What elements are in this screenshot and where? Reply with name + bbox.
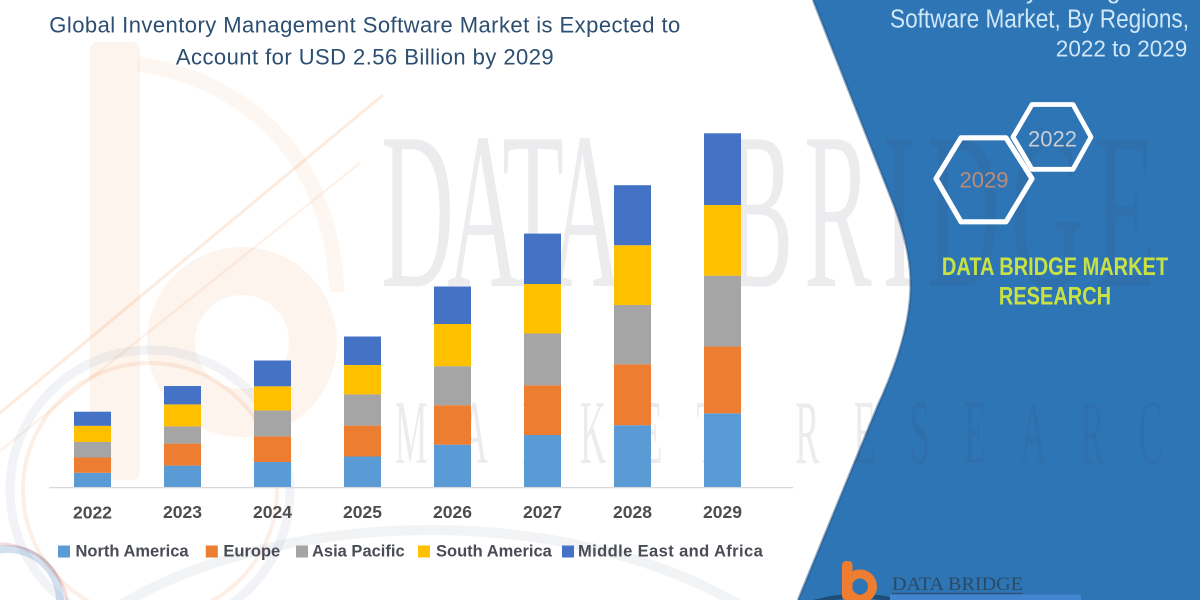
svg-text:Global Inventory Management So: Global Inventory Management Software Mar…	[49, 13, 680, 38]
svg-text:2024: 2024	[253, 502, 292, 522]
svg-text:Europe: Europe	[223, 543, 280, 561]
svg-text:South America: South America	[436, 543, 553, 561]
svg-text:2027: 2027	[523, 502, 562, 522]
svg-text:MARKET RESEARCH: MARKET RESEARCH	[395, 382, 1200, 483]
svg-text:2029: 2029	[703, 502, 742, 522]
svg-text:DATA: DATA	[381, 86, 622, 335]
svg-text:2029: 2029	[960, 168, 1009, 193]
svg-text:2028: 2028	[613, 502, 652, 522]
svg-text:2023: 2023	[163, 502, 202, 522]
svg-text:Global Inventory Management: Global Inventory Management	[859, 0, 1189, 4]
svg-text:2025: 2025	[343, 502, 382, 522]
svg-text:RESEARCH: RESEARCH	[999, 282, 1111, 310]
svg-text:2022 to 2029: 2022 to 2029	[1056, 36, 1188, 62]
svg-text:DATA BRIDGE MARKET: DATA BRIDGE MARKET	[942, 253, 1168, 281]
svg-text:Account for USD 2.56 Billion b: Account for USD 2.56 Billion by 2029	[176, 45, 554, 70]
svg-text:North America: North America	[76, 543, 190, 561]
svg-text:Asia Pacific: Asia Pacific	[312, 543, 405, 561]
svg-text:2026: 2026	[433, 502, 472, 522]
svg-text:DATA BRIDGE: DATA BRIDGE	[892, 574, 1023, 595]
svg-text:Middle East and Africa: Middle East and Africa	[578, 543, 764, 561]
svg-text:2022: 2022	[73, 502, 112, 522]
svg-text:Software Market, By Regions,: Software Market, By Regions,	[890, 5, 1189, 33]
svg-text:2022: 2022	[1028, 127, 1077, 152]
